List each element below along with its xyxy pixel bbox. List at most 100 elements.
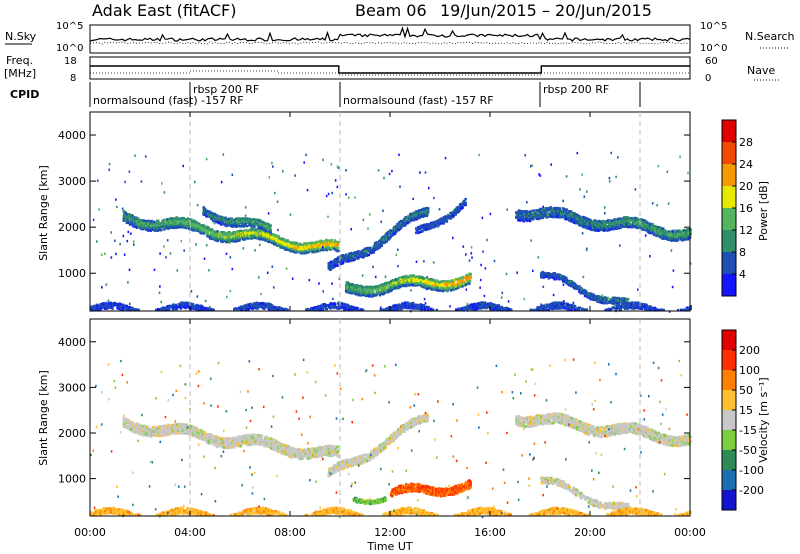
heatmap-cell bbox=[111, 307, 114, 310]
heatmap-cell bbox=[656, 308, 660, 312]
heatmap-cell bbox=[683, 237, 686, 241]
heatmap-cell bbox=[115, 302, 118, 306]
station-title: Adak East (fitACF) bbox=[92, 1, 236, 20]
heatmap-cell bbox=[665, 234, 669, 238]
heatmap-cell bbox=[683, 231, 686, 235]
heatmap-cell bbox=[269, 224, 272, 227]
heatmap-cell bbox=[262, 231, 265, 234]
heatmap-cell bbox=[405, 281, 409, 284]
cpid-segment-label: normalsound (fast) -157 RF bbox=[93, 94, 244, 107]
heatmap-cell bbox=[425, 279, 429, 282]
heatmap-cell bbox=[305, 308, 308, 311]
heatmap-cell bbox=[258, 304, 261, 308]
heatmap-cell bbox=[286, 308, 289, 312]
heatmap-cell bbox=[585, 290, 588, 293]
heatmap-cell bbox=[167, 220, 170, 223]
heatmap-cell bbox=[274, 191, 276, 195]
heatmap-cell bbox=[420, 209, 423, 212]
heatmap-cell bbox=[240, 231, 243, 234]
heatmap-cell bbox=[428, 284, 431, 287]
heatmap-cell bbox=[415, 215, 418, 218]
heatmap-cell bbox=[639, 222, 642, 226]
heatmap-cell bbox=[265, 305, 269, 309]
heatmap-cell bbox=[425, 214, 429, 218]
heatmap-cell bbox=[332, 260, 335, 264]
heatmap-cell bbox=[366, 288, 370, 291]
heatmap-cell bbox=[233, 221, 237, 225]
heatmap-cell bbox=[668, 232, 672, 236]
heatmap-cell bbox=[283, 307, 287, 311]
heatmap-cell bbox=[395, 229, 399, 233]
heatmap-cell bbox=[417, 307, 420, 310]
heatmap-cell bbox=[392, 287, 395, 290]
heatmap-cell bbox=[230, 217, 234, 220]
heatmap-cell bbox=[565, 217, 569, 221]
heatmap-cell bbox=[528, 212, 531, 215]
heatmap-cell bbox=[190, 303, 194, 306]
heatmap-cell bbox=[647, 225, 650, 229]
heatmap-cell bbox=[535, 211, 539, 214]
heatmap-cell bbox=[131, 217, 134, 220]
heatmap-cell bbox=[467, 304, 470, 308]
heatmap-cell bbox=[661, 227, 665, 230]
heatmap-cell bbox=[549, 303, 552, 306]
heatmap-cell bbox=[312, 245, 315, 248]
heatmap-cell bbox=[330, 239, 334, 242]
heatmap-cell bbox=[461, 284, 464, 288]
heatmap-cell bbox=[598, 219, 601, 223]
heatmap-cell bbox=[436, 279, 439, 283]
heatmap-cell bbox=[207, 235, 210, 238]
heatmap-cell bbox=[623, 299, 626, 302]
heatmap-cell bbox=[158, 291, 161, 294]
heatmap-cell bbox=[650, 308, 654, 311]
heatmap-cell bbox=[135, 226, 139, 229]
heatmap-cell bbox=[550, 273, 553, 276]
heatmap-cell bbox=[535, 213, 538, 217]
heatmap-cell bbox=[681, 236, 685, 239]
heatmap-cell bbox=[540, 275, 543, 279]
heatmap-cell bbox=[209, 306, 211, 309]
heatmap-cell bbox=[610, 301, 613, 304]
heatmap-cell bbox=[133, 243, 135, 246]
heatmap-cell bbox=[380, 244, 384, 247]
heatmap-cell bbox=[391, 282, 395, 285]
heatmap-cell bbox=[205, 244, 208, 247]
heatmap-cell bbox=[393, 230, 396, 234]
heatmap-cell bbox=[403, 220, 406, 224]
heatmap-cell bbox=[325, 248, 329, 252]
heatmap-cell bbox=[294, 251, 297, 254]
heatmap-cell bbox=[676, 308, 680, 312]
heatmap-cell bbox=[263, 227, 266, 230]
heatmap-cell bbox=[240, 305, 244, 308]
heatmap-cell bbox=[170, 304, 174, 308]
heatmap-cell bbox=[545, 210, 549, 214]
heatmap-cell bbox=[615, 304, 619, 308]
heatmap-cell bbox=[317, 246, 320, 250]
heatmap-cell bbox=[632, 224, 635, 228]
heatmap-cell bbox=[421, 229, 424, 233]
heatmap-cell bbox=[221, 216, 225, 219]
heatmap-cell bbox=[198, 308, 202, 312]
heatmap-cell bbox=[115, 252, 117, 256]
heatmap-cell bbox=[652, 226, 655, 230]
heatmap-cell bbox=[328, 305, 331, 308]
heatmap-cell bbox=[336, 305, 340, 309]
heatmap-cell bbox=[329, 268, 332, 271]
heatmap-cell bbox=[126, 218, 130, 221]
heatmap-cell bbox=[657, 234, 660, 238]
heatmap-cell bbox=[218, 232, 222, 236]
heatmap-cell bbox=[263, 307, 266, 310]
nave-label: Nave bbox=[747, 64, 775, 77]
heatmap-cell bbox=[417, 210, 420, 213]
heatmap-cell bbox=[202, 206, 205, 209]
heatmap-cell bbox=[248, 219, 252, 223]
heatmap-cell bbox=[470, 303, 474, 306]
heatmap-cell bbox=[336, 246, 339, 249]
heatmap-cell bbox=[598, 222, 601, 225]
heatmap-cell bbox=[675, 236, 678, 240]
heatmap-cell bbox=[272, 306, 275, 309]
heatmap-cell bbox=[638, 304, 641, 308]
heatmap-cell bbox=[520, 217, 524, 220]
heatmap-cell bbox=[257, 226, 260, 229]
heatmap-cell bbox=[645, 227, 648, 231]
